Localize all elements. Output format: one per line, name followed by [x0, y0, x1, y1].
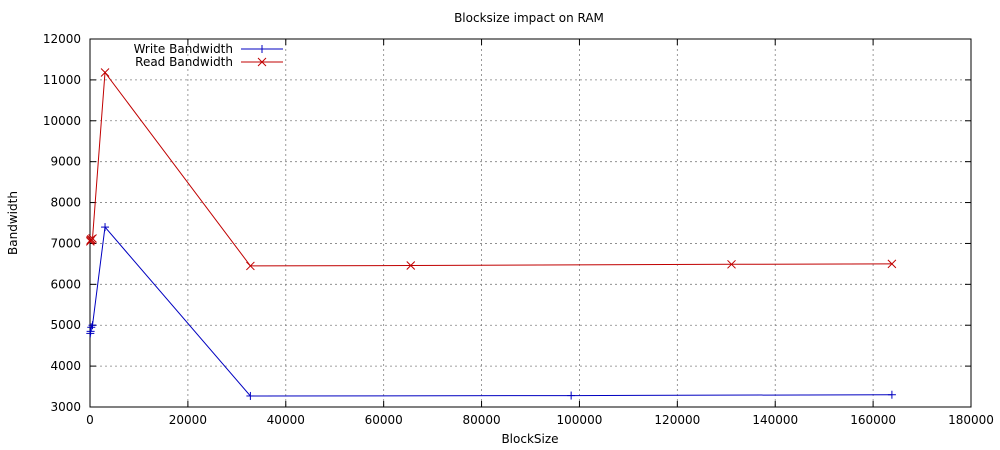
- x-tick-label: 100000: [557, 413, 603, 427]
- y-tick-label: 8000: [50, 196, 81, 210]
- x-tick-label: 80000: [462, 413, 500, 427]
- y-tick-label: 9000: [50, 155, 81, 169]
- series-line-write-bandwidth: [89, 225, 892, 397]
- x-tick-label: 60000: [365, 413, 403, 427]
- legend-marker-write-bandwidth: [258, 45, 266, 53]
- y-tick-label: 4000: [50, 359, 81, 373]
- data-point-write-bandwidth: [101, 223, 110, 232]
- data-point-write-bandwidth: [887, 390, 896, 399]
- x-tick-label: 20000: [169, 413, 207, 427]
- data-point-read-bandwidth: [887, 259, 897, 269]
- x-tick-label: 40000: [267, 413, 305, 427]
- data-point-write-bandwidth: [246, 391, 255, 400]
- y-tick-label: 11000: [43, 73, 81, 87]
- y-tick-label: 10000: [43, 114, 81, 128]
- legend-marker-read-bandwidth: [257, 57, 267, 67]
- y-tick-label: 7000: [50, 236, 81, 250]
- data-point-write-bandwidth: [86, 327, 95, 336]
- x-axis-label: BlockSize: [501, 432, 558, 446]
- x-tick-label: 120000: [654, 413, 700, 427]
- y-tick-label: 3000: [50, 400, 81, 414]
- data-point-read-bandwidth: [246, 261, 255, 271]
- y-axis: 3000 4000 5000 6000 7000 8000 9000 10000 11000 12…: [43, 32, 971, 414]
- x-tick-label: 0: [86, 413, 94, 427]
- data-point-write-bandwidth: [87, 323, 96, 332]
- data-point-read-bandwidth: [727, 259, 736, 269]
- x-tick-label: 180000: [948, 413, 994, 427]
- data-point-write-bandwidth: [567, 391, 576, 400]
- chart-title: Blocksize impact on RAM: [454, 11, 604, 25]
- legend-label-read-bandwidth: Read Bandwidth: [135, 55, 233, 69]
- x-axis: 0 20000 40000 60000 80000 100000 120000 140000 1…: [86, 39, 994, 427]
- plot-frame: [89, 38, 972, 408]
- x-tick-label: 140000: [752, 413, 798, 427]
- x-tick-label: 160000: [850, 413, 896, 427]
- series-line-read-bandwidth: [89, 71, 892, 267]
- legend-label-write-bandwidth: Write Bandwidth: [134, 42, 233, 56]
- y-tick-label: 12000: [43, 32, 81, 46]
- data-point-write-bandwidth: [88, 321, 97, 330]
- y-tick-label: 6000: [50, 277, 81, 291]
- y-tick-label: 5000: [50, 318, 81, 332]
- data-point-read-bandwidth: [100, 68, 110, 77]
- y-axis-label: Bandwidth: [6, 191, 20, 255]
- series-group: [85, 68, 897, 400]
- data-point-read-bandwidth: [406, 261, 416, 270]
- grid: [90, 39, 971, 407]
- data-point-read-bandwidth: [88, 234, 97, 243]
